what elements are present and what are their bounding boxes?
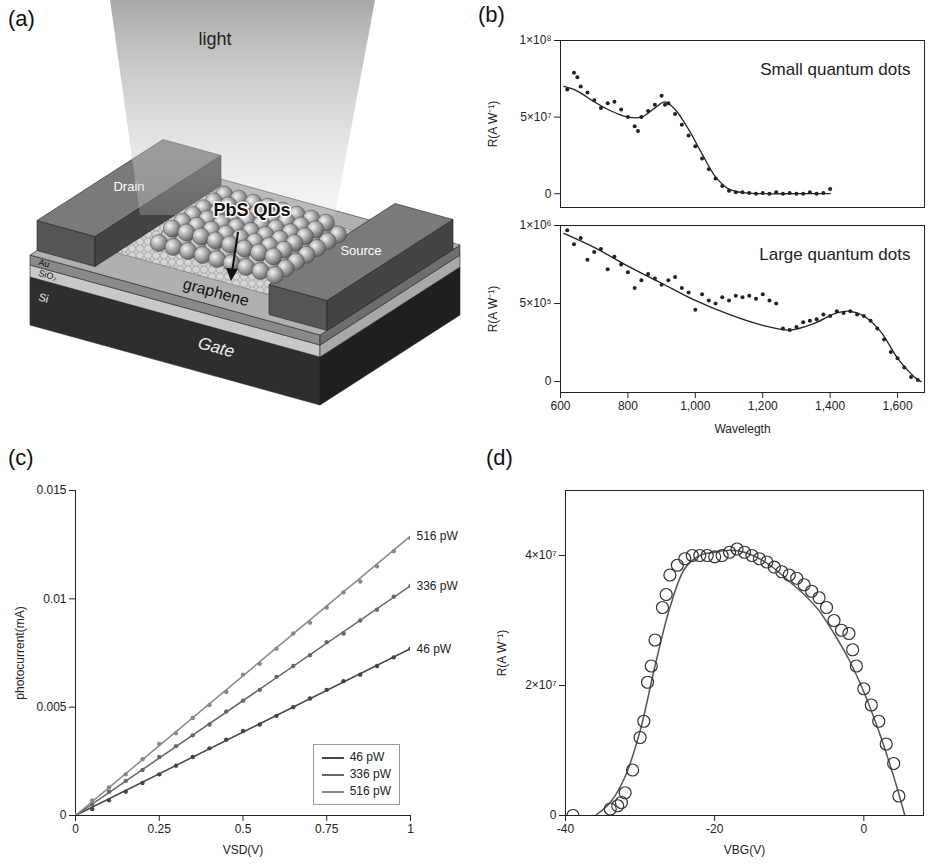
svg-text:0.01: 0.01 (43, 592, 67, 606)
svg-text:5×10⁵: 5×10⁵ (519, 296, 551, 310)
svg-text:Small quantum dots: Small quantum dots (760, 60, 910, 79)
svg-text:800: 800 (618, 399, 638, 413)
svg-text:5×10⁷: 5×10⁷ (520, 110, 551, 124)
svg-text:photocurrent(mA): photocurrent(mA) (13, 606, 27, 699)
svg-text:0: 0 (545, 374, 552, 388)
svg-text:PbS QDs: PbS QDs (213, 200, 290, 220)
svg-text:VSD(V): VSD(V) (223, 843, 264, 857)
svg-text:1,600: 1,600 (883, 399, 913, 413)
svg-text:0.25: 0.25 (148, 822, 172, 836)
svg-text:0.75: 0.75 (315, 822, 339, 836)
svg-text:Drain: Drain (113, 179, 145, 195)
svg-text:1,000: 1,000 (680, 399, 710, 413)
svg-text:graphene: graphene (181, 275, 251, 309)
html-text:(b): (b) (478, 2, 505, 27)
svg-text:516 pW: 516 pW (417, 529, 459, 543)
svg-text:Si: Si (37, 291, 50, 305)
svg-text:1×10⁶: 1×10⁶ (520, 218, 552, 232)
html-text:516 pW: 516 pW (349, 784, 391, 798)
svg-text:0: 0 (72, 822, 79, 836)
svg-text:R(A W⁻¹): R(A W⁻¹) (486, 286, 500, 333)
svg-text:0: 0 (550, 808, 557, 822)
html-text:(c): (c) (8, 445, 34, 470)
svg-text:46 pW: 46 pW (417, 642, 452, 656)
html-text:46 pW: 46 pW (349, 750, 385, 764)
svg-text:600: 600 (550, 399, 570, 413)
svg-text:Au: Au (37, 257, 51, 270)
svg-text:0: 0 (545, 187, 552, 201)
svg-text:Gate: Gate (196, 333, 237, 361)
svg-text:(a): (a) (8, 6, 35, 31)
svg-text:1,400: 1,400 (815, 399, 845, 413)
html-text:336 pW: 336 pW (349, 767, 391, 781)
svg-text:0.5: 0.5 (235, 822, 252, 836)
svg-text:1: 1 (407, 822, 414, 836)
svg-text:SiO₂: SiO₂ (38, 268, 59, 283)
svg-text:Large quantum dots: Large quantum dots (759, 245, 910, 264)
svg-text:-20: -20 (706, 822, 724, 836)
svg-text:0.005: 0.005 (36, 700, 66, 714)
svg-text:-40: -40 (557, 822, 575, 836)
svg-text:1×10⁸: 1×10⁸ (519, 33, 551, 47)
html-text:(d): (d) (486, 445, 513, 470)
svg-text:Source: Source (340, 243, 381, 258)
svg-text:4×10⁷: 4×10⁷ (525, 548, 556, 562)
svg-text:R(A W⁻¹): R(A W⁻¹) (486, 101, 500, 148)
svg-text:0: 0 (60, 808, 67, 822)
svg-text:light: light (198, 29, 231, 49)
svg-text:0.015: 0.015 (36, 483, 66, 497)
svg-text:1,200: 1,200 (748, 399, 778, 413)
svg-text:336 pW: 336 pW (417, 579, 459, 593)
svg-text:Wavelegth: Wavelegth (714, 422, 770, 436)
svg-text:VBG(V): VBG(V) (724, 843, 765, 857)
svg-text:2×10⁷: 2×10⁷ (525, 678, 556, 692)
svg-text:0: 0 (860, 822, 867, 836)
svg-text:R(A W⁻¹): R(A W⁻¹) (495, 630, 509, 677)
